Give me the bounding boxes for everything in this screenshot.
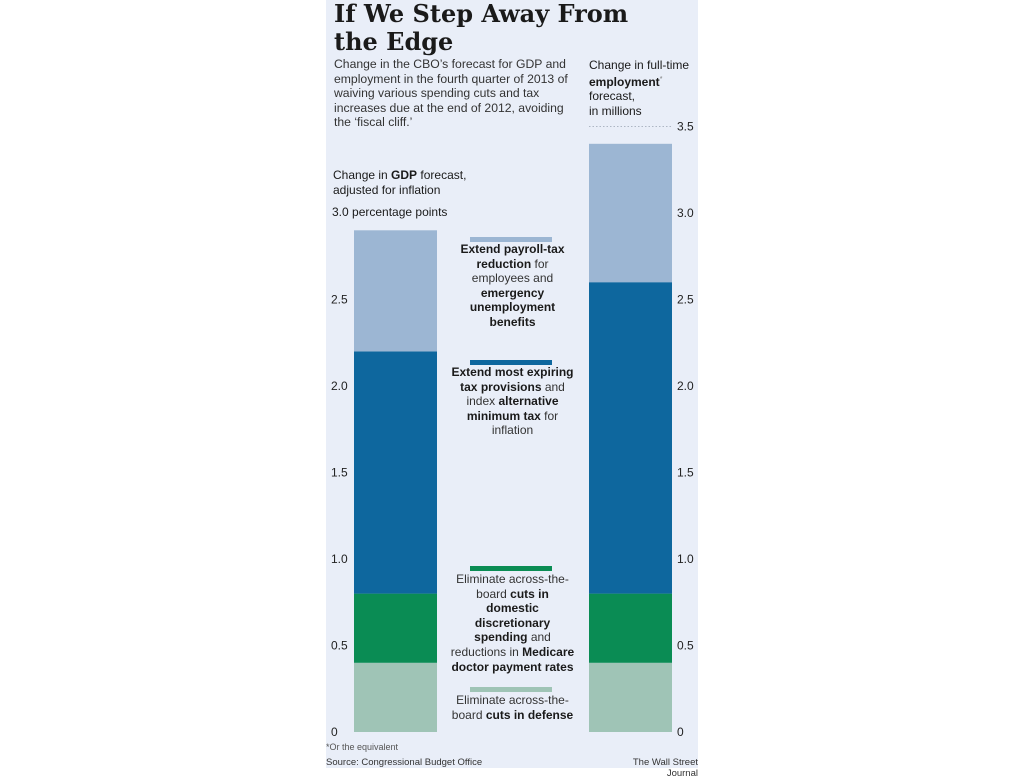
legend-2-text-run: cuts in domestic discretionary spending: [474, 586, 551, 645]
emp-tick-label: 2.0: [677, 379, 694, 393]
legend-tax-provisions: Extend most expiring tax provisions and …: [450, 365, 575, 438]
gdp-tick-label: 1.5: [331, 466, 348, 480]
emp-tick-label: 0.5: [677, 639, 694, 653]
emp-bar-segment-3: [589, 143, 672, 283]
gdp-axis-label: Change in GDP forecast, adjusted for inf…: [333, 168, 483, 197]
emp-tick-label: 1.0: [677, 552, 694, 566]
legend-swatch-1: [470, 360, 552, 365]
gdp-tick-label: 2.0: [331, 379, 348, 393]
legend-2-text-run: Medicare doctor payment rates: [451, 644, 575, 674]
legend-2-text-run: Eliminate across-the-board: [456, 572, 569, 601]
legend-3-text-run: Eliminate across-the-board: [451, 693, 569, 722]
publisher-credit: The Wall Street Journal: [632, 757, 698, 779]
gdp-unit-label: 3.0 percentage points: [332, 205, 448, 219]
employment-label-line3: forecast,: [589, 89, 636, 104]
legend-1-text-run: Extend most expiring tax provisions: [451, 365, 574, 394]
gdp-bar-segment-1: [354, 593, 437, 663]
emp-bar-segment-2: [589, 282, 672, 594]
legend-domestic-cuts: Eliminate across-the-board cuts in domes…: [450, 572, 575, 674]
gdp-tick-label: 1.0: [331, 552, 348, 566]
chart-title: If We Step Away From the Edge: [334, 0, 629, 56]
legend-1-text-run: for inflation: [491, 408, 559, 438]
employment-label-line1: Change in full-time: [589, 58, 690, 72]
legend-1-text-run: alternative minimum tax: [466, 394, 559, 423]
gdp-bar-segment-0: [354, 662, 437, 732]
employment-label-bold: employment: [589, 74, 660, 89]
emp-tick-label: 0: [677, 725, 684, 739]
chart-subtitle: Change in the CBO’s forecast for GDP and…: [334, 57, 568, 130]
legend-swatch-0: [470, 237, 552, 242]
legend-3-text-run: cuts in defense: [485, 707, 574, 722]
legend-payroll-tax: Extend payroll-tax reduction for employe…: [450, 242, 575, 330]
gdp-label-pre: Change in: [333, 168, 392, 182]
gdp-bar-segment-3: [354, 230, 437, 352]
source-note: Source: Congressional Budget Office: [326, 757, 483, 768]
legend-0-text-run: emergency unemployment benefits: [469, 285, 556, 329]
legend-1-text-run: and index: [466, 379, 565, 409]
emp-tick-label: 1.5: [677, 466, 694, 480]
legend-2-text-run: and reductions in: [450, 630, 551, 659]
employment-axis-label: Change in full-time employment* forecast…: [589, 58, 699, 118]
legend-0-text-run: Extend payroll-tax reduction: [460, 242, 565, 271]
emp-tick-label: 3.0: [677, 206, 694, 220]
legend-swatch-3: [470, 687, 552, 692]
gdp-label-bold: GDP: [391, 168, 418, 182]
legend-defense-cuts: Eliminate across-the-board cuts in defen…: [450, 693, 575, 722]
legend-swatch-2: [470, 566, 552, 571]
footnote-mark: *: [659, 75, 663, 83]
employment-label-line4: in millions: [589, 103, 642, 118]
gdp-tick-label: 0.5: [331, 639, 348, 653]
emp-bar-segment-0: [589, 662, 672, 732]
gdp-bar-segment-2: [354, 351, 437, 594]
footnote: *Or the equivalent: [326, 742, 399, 752]
gdp-label-post: forecast, adjusted for inflation: [333, 168, 467, 197]
emp-tick-label: 3.5: [677, 120, 694, 134]
legend-0-text-run: for employees and: [471, 256, 554, 286]
gdp-tick-label: 0: [331, 725, 338, 739]
emp-bar-segment-1: [589, 593, 672, 663]
gdp-tick-label: 2.5: [331, 293, 348, 307]
emp-tick-label: 2.5: [677, 293, 694, 307]
